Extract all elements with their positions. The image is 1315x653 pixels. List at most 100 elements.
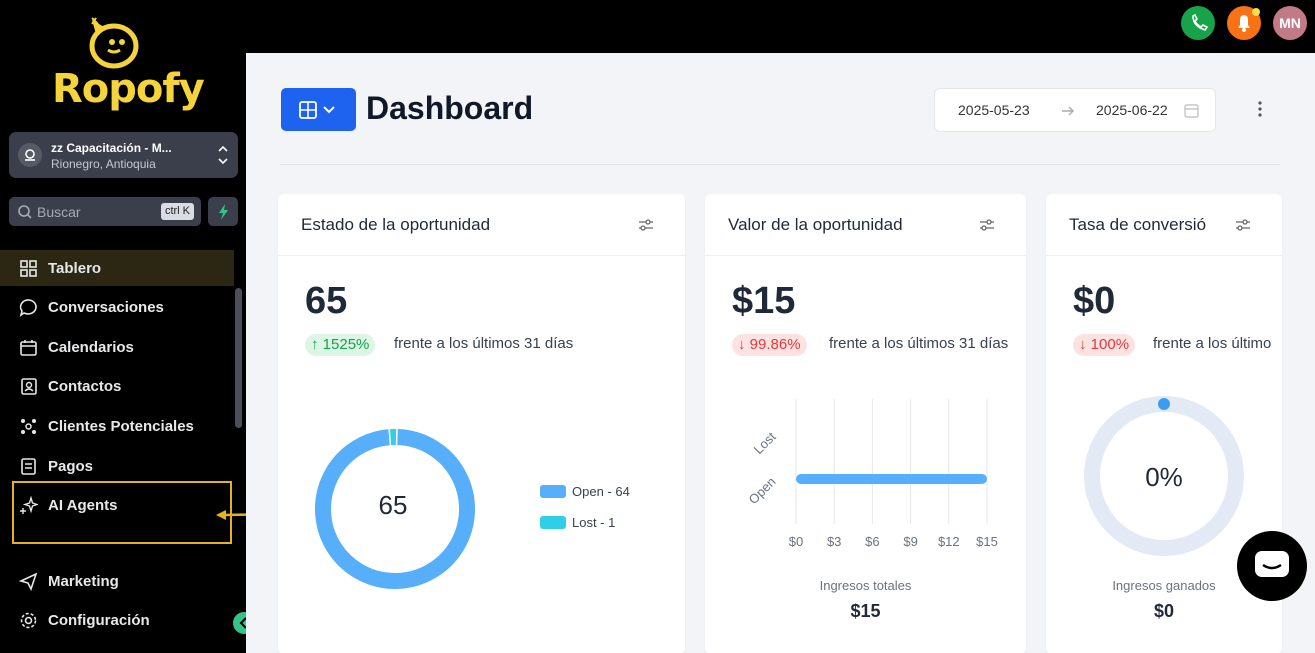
page-title: Dashboard bbox=[366, 90, 534, 126]
card-opportunity-value: Valor de la oportunidad $15 ↓ 99.86% fre… bbox=[705, 194, 1026, 653]
metric-value: $15 bbox=[732, 280, 796, 322]
card-divider bbox=[705, 255, 1026, 256]
sidebar-item-label: Tablero bbox=[48, 260, 102, 277]
compare-text: frente a los últimos 31 días bbox=[394, 335, 574, 352]
calendar-icon bbox=[20, 340, 37, 356]
card-title: Estado de la oportunidad bbox=[301, 215, 491, 234]
x-tick-label: $0 bbox=[789, 534, 803, 549]
main-scrollbar[interactable] bbox=[1309, 53, 1315, 653]
date-range-picker[interactable]: 2025-05-23 2025-06-22 bbox=[934, 88, 1216, 132]
chat-widget-button[interactable] bbox=[1237, 531, 1307, 601]
location-pin-icon bbox=[18, 143, 42, 167]
arrow-right-icon bbox=[1062, 106, 1074, 116]
sidebar-item-ai-agents[interactable]: AI Agents bbox=[0, 487, 234, 523]
payments-icon bbox=[21, 458, 36, 475]
location-switcher[interactable]: zz Capacitación - M... Rionegro, Antioqu… bbox=[9, 132, 238, 178]
location-name: zz Capacitación - M... bbox=[51, 141, 172, 155]
compare-text: frente a los últimos 31 días bbox=[829, 335, 1009, 352]
filter-icon[interactable] bbox=[1235, 218, 1251, 232]
sidebar-item-label: Configuración bbox=[48, 612, 150, 629]
sidebar-item-label: Pagos bbox=[48, 458, 94, 475]
sidebar-item-label: Marketing bbox=[48, 573, 119, 590]
sidebar-item-configuraci-n[interactable]: Configuración bbox=[0, 602, 234, 638]
brand-logo[interactable]: Ropofy bbox=[52, 14, 205, 118]
gear-icon bbox=[20, 612, 37, 629]
date-from[interactable]: 2025-05-23 bbox=[958, 102, 1030, 118]
card-title: Tasa de conversió bbox=[1069, 215, 1207, 234]
chevron-updown-icon bbox=[218, 145, 228, 165]
calendar-icon[interactable] bbox=[1184, 102, 1199, 118]
quick-actions-button[interactable] bbox=[208, 197, 238, 226]
donut-center-value: 65 bbox=[378, 490, 408, 520]
filter-icon[interactable] bbox=[979, 218, 995, 232]
card-opportunity-status: Estado de la oportunidad 65 ↑ 1525% fren… bbox=[278, 194, 685, 653]
sidebar-item-calendarios[interactable]: Calendarios bbox=[0, 329, 234, 365]
sidebar-item-label: Clientes Potenciales bbox=[48, 418, 194, 435]
sidebar: Ropofy zz Capacitación - M... Rionegro, … bbox=[0, 0, 255, 653]
gauge-center-value: 0% bbox=[1145, 462, 1183, 492]
more-options-icon[interactable] bbox=[1257, 101, 1263, 117]
bar-chart: $0 $3 $6 $9 $12 $15 Lost Open bbox=[746, 399, 998, 549]
leads-icon bbox=[21, 419, 36, 434]
filter-icon[interactable] bbox=[638, 218, 654, 232]
sidebar-item-label: Conversaciones bbox=[48, 299, 164, 316]
main-content: Dashboard 2025-05-23 2025-06-22 Estado d… bbox=[246, 53, 1315, 653]
sidebar-item-label: Calendarios bbox=[48, 339, 134, 356]
search-input[interactable]: Buscar ctrl K bbox=[9, 197, 201, 226]
gauge-chart bbox=[1084, 396, 1244, 556]
legend-lost[interactable]: Lost - 1 bbox=[540, 515, 615, 530]
search-placeholder: Buscar bbox=[37, 204, 81, 220]
brand-name: Ropofy bbox=[52, 66, 205, 112]
sidebar-item-pagos[interactable]: Pagos bbox=[0, 448, 234, 484]
metric-value: 65 bbox=[305, 280, 348, 322]
send-icon bbox=[19, 572, 38, 591]
dashboard-switcher-button[interactable] bbox=[281, 88, 356, 131]
x-tick-label: $3 bbox=[827, 534, 841, 549]
header-divider bbox=[280, 164, 1280, 165]
sidebar-item-tablero[interactable]: Tablero bbox=[0, 250, 234, 286]
metric-value: $0 bbox=[1073, 280, 1116, 322]
user-avatar[interactable]: MN bbox=[1273, 6, 1307, 40]
chevron-left-icon bbox=[239, 617, 247, 629]
donut-slice-open[interactable] bbox=[315, 429, 475, 589]
chat-icon bbox=[19, 299, 37, 317]
change-badge: ↓ 99.86% bbox=[732, 334, 807, 356]
lightning-icon bbox=[219, 204, 228, 220]
notifications-button[interactable] bbox=[1227, 6, 1261, 40]
sidebar-item-contactos[interactable]: Contactos bbox=[0, 368, 234, 404]
footer-label: Ingresos totales bbox=[819, 578, 912, 593]
y-category-label: Open bbox=[746, 474, 779, 507]
footer-value: $0 bbox=[1153, 601, 1175, 621]
phone-button[interactable] bbox=[1181, 6, 1215, 40]
bar-open[interactable] bbox=[796, 474, 987, 484]
sidebar-item-label: AI Agents bbox=[48, 497, 118, 514]
highlight-box bbox=[12, 481, 232, 544]
phone-icon bbox=[1192, 13, 1209, 31]
footer-label: Ingresos ganados bbox=[1112, 578, 1216, 593]
footer-value: $15 bbox=[850, 601, 881, 621]
x-tick-label: $9 bbox=[903, 534, 917, 549]
x-tick-label: $6 bbox=[865, 534, 879, 549]
sidebar-item-conversaciones[interactable]: Conversaciones bbox=[0, 289, 234, 325]
sidebar-item-clientes-potenciales[interactable]: Clientes Potenciales bbox=[0, 408, 234, 444]
x-tick-label: $15 bbox=[976, 534, 998, 549]
compare-text: frente a los último bbox=[1153, 335, 1272, 352]
sidebar-item-marketing[interactable]: Marketing bbox=[0, 563, 234, 599]
sparkle-icon bbox=[20, 496, 38, 514]
contacts-icon bbox=[21, 378, 37, 395]
chat-bubble-icon bbox=[1255, 551, 1289, 577]
change-badge: ↓ 100% bbox=[1073, 334, 1136, 356]
x-tick-label: $12 bbox=[938, 534, 960, 549]
sidebar-item-label: Contactos bbox=[48, 378, 122, 395]
y-category-label: Lost bbox=[751, 429, 779, 457]
donut-chart bbox=[315, 429, 475, 589]
date-to[interactable]: 2025-06-22 bbox=[1096, 102, 1168, 118]
rocket-logo-icon bbox=[89, 17, 139, 69]
sidebar-scrollbar[interactable] bbox=[235, 288, 242, 428]
search-icon bbox=[18, 205, 32, 219]
legend-open[interactable]: Open - 64 bbox=[540, 484, 630, 499]
change-badge: ↑ 1525% bbox=[305, 334, 376, 356]
dashboard-icon bbox=[20, 260, 37, 277]
card-divider bbox=[1046, 255, 1282, 256]
card-title: Valor de la oportunidad bbox=[728, 215, 903, 234]
